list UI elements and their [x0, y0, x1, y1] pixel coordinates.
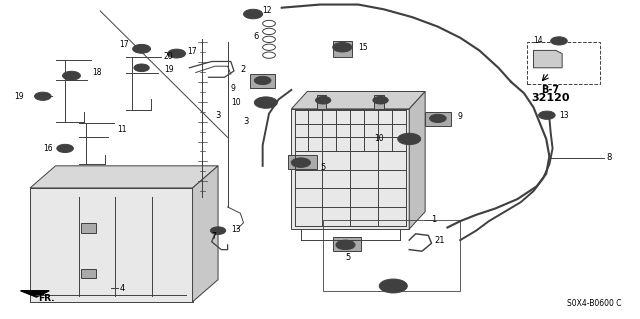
Polygon shape [291, 109, 409, 229]
Circle shape [380, 279, 407, 293]
Polygon shape [333, 237, 362, 251]
Bar [527, 42, 600, 84]
Circle shape [63, 71, 81, 80]
Text: 9: 9 [231, 84, 236, 93]
Text: 20: 20 [164, 52, 173, 61]
Circle shape [373, 96, 388, 104]
Circle shape [134, 64, 149, 71]
Text: 4: 4 [120, 284, 125, 293]
Text: 5: 5 [346, 253, 351, 262]
Circle shape [550, 37, 567, 45]
Text: 21: 21 [435, 236, 445, 245]
Text: FR.: FR. [38, 294, 55, 303]
Text: 9: 9 [457, 112, 462, 121]
Bar [81, 223, 97, 233]
Text: 17: 17 [119, 40, 129, 48]
Text: S0X4-B0600 C: S0X4-B0600 C [567, 299, 621, 308]
Circle shape [211, 227, 226, 234]
Circle shape [254, 76, 271, 85]
Circle shape [132, 44, 150, 53]
Bar [323, 219, 460, 291]
Polygon shape [193, 166, 218, 302]
Polygon shape [288, 155, 317, 169]
Polygon shape [374, 95, 384, 109]
Circle shape [397, 133, 420, 145]
Text: 13: 13 [559, 111, 568, 120]
Text: 1: 1 [431, 215, 436, 224]
Circle shape [168, 49, 186, 58]
Circle shape [316, 96, 331, 104]
Polygon shape [333, 41, 352, 57]
Text: 8: 8 [607, 153, 612, 162]
Text: 32120: 32120 [531, 93, 570, 103]
Circle shape [57, 144, 74, 152]
Polygon shape [30, 188, 193, 302]
Text: 15: 15 [358, 43, 368, 52]
Polygon shape [291, 92, 425, 109]
Text: 10: 10 [231, 98, 241, 107]
Text: 16: 16 [43, 144, 52, 153]
Text: 13: 13 [231, 225, 241, 234]
Circle shape [333, 42, 352, 52]
Circle shape [35, 92, 51, 100]
Polygon shape [317, 95, 326, 109]
Circle shape [254, 97, 277, 108]
Text: 19: 19 [14, 92, 24, 101]
Text: 12: 12 [262, 6, 272, 15]
Polygon shape [534, 50, 562, 68]
Text: B-7: B-7 [541, 85, 560, 95]
Circle shape [429, 114, 446, 122]
Polygon shape [250, 74, 275, 88]
Text: 2: 2 [241, 65, 246, 74]
Polygon shape [409, 92, 425, 229]
Circle shape [258, 99, 273, 106]
Polygon shape [30, 166, 218, 188]
Text: 7: 7 [212, 233, 216, 241]
Circle shape [336, 240, 355, 250]
Text: 18: 18 [93, 68, 102, 77]
Text: 5: 5 [320, 163, 325, 172]
Text: 10: 10 [374, 134, 384, 144]
Circle shape [244, 9, 262, 19]
Text: 19: 19 [164, 65, 173, 74]
Text: 11: 11 [117, 125, 127, 134]
Text: 17: 17 [188, 48, 197, 56]
Text: 6: 6 [253, 32, 259, 41]
Bar [81, 269, 97, 278]
Circle shape [401, 135, 417, 143]
Text: 3: 3 [244, 117, 249, 126]
Circle shape [291, 158, 310, 167]
Circle shape [539, 111, 555, 119]
Text: 14: 14 [534, 36, 543, 45]
Polygon shape [20, 291, 49, 297]
Polygon shape [425, 112, 451, 126]
Text: 3: 3 [215, 111, 220, 120]
